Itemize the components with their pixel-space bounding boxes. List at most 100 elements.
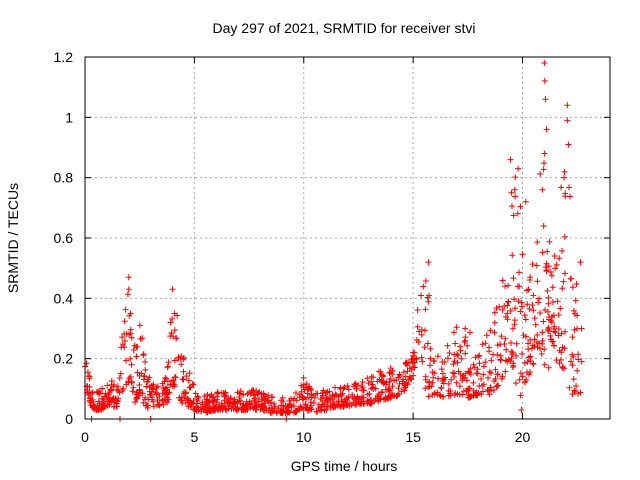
data-point <box>330 404 337 411</box>
data-point <box>510 212 517 219</box>
data-point <box>247 401 254 408</box>
data-point <box>494 351 501 358</box>
data-point <box>180 356 187 363</box>
data-point <box>561 365 568 372</box>
data-point <box>126 312 133 319</box>
data-point <box>278 402 285 409</box>
data-point <box>429 369 436 376</box>
data-point <box>421 344 428 351</box>
data-point <box>509 364 516 371</box>
data-point <box>201 406 208 413</box>
data-point <box>486 391 493 398</box>
data-point <box>370 374 377 381</box>
data-point <box>190 381 197 388</box>
data-point <box>505 356 512 363</box>
data-point <box>164 399 171 406</box>
data-point <box>487 369 494 376</box>
data-point <box>139 335 146 342</box>
data-point <box>476 360 483 367</box>
data-point <box>566 384 573 391</box>
data-point <box>293 408 300 415</box>
data-point <box>578 325 585 332</box>
data-point <box>193 403 200 410</box>
data-point <box>425 298 432 305</box>
data-point <box>508 355 515 362</box>
data-point <box>335 398 342 405</box>
data-point <box>104 382 111 389</box>
data-point <box>467 371 474 378</box>
data-point <box>84 389 91 396</box>
data-point <box>121 318 128 325</box>
data-point <box>142 366 149 373</box>
data-point <box>360 398 367 405</box>
data-point <box>322 397 329 404</box>
data-point <box>140 399 147 406</box>
data-point <box>222 405 229 412</box>
data-point <box>154 401 161 408</box>
data-point <box>539 249 546 256</box>
data-point <box>171 373 178 380</box>
data-point <box>444 355 451 362</box>
data-point <box>572 297 579 304</box>
data-point <box>482 359 489 366</box>
data-point <box>451 351 458 358</box>
data-point <box>105 391 112 398</box>
data-point <box>354 398 361 405</box>
data-point <box>567 358 574 365</box>
data-point <box>517 308 524 315</box>
data-point <box>245 389 252 396</box>
data-point <box>426 378 433 385</box>
data-point <box>310 400 317 407</box>
data-point <box>142 358 149 365</box>
data-point <box>486 344 493 351</box>
data-point <box>457 343 464 350</box>
data-point <box>240 391 247 398</box>
data-point <box>98 406 105 413</box>
data-point <box>512 193 519 200</box>
data-point <box>564 102 571 109</box>
data-point <box>541 150 548 157</box>
data-point <box>84 369 91 376</box>
data-point <box>414 306 421 313</box>
data-point <box>153 391 160 398</box>
data-point <box>516 376 523 383</box>
data-point <box>127 373 134 380</box>
data-point <box>165 359 172 366</box>
data-point <box>169 377 176 384</box>
data-point <box>556 255 563 262</box>
data-point <box>505 282 512 289</box>
data-point <box>293 397 300 404</box>
data-point <box>488 387 495 394</box>
data-point <box>565 141 572 148</box>
data-point <box>530 307 537 314</box>
data-point <box>318 407 325 414</box>
data-point <box>360 387 367 394</box>
data-point <box>450 361 457 368</box>
data-point <box>540 222 547 229</box>
data-point <box>125 378 132 385</box>
data-point <box>569 334 576 341</box>
data-point <box>549 338 556 345</box>
data-point <box>150 381 157 388</box>
data-point <box>507 307 514 314</box>
data-point <box>509 325 516 332</box>
data-point <box>525 346 532 353</box>
data-point <box>577 259 584 266</box>
data-point <box>502 313 509 320</box>
x-tick-label: 20 <box>515 429 531 445</box>
data-point <box>434 375 441 382</box>
data-point <box>478 375 485 382</box>
data-point <box>133 389 140 396</box>
data-point <box>464 342 471 349</box>
data-point <box>217 406 224 413</box>
data-point <box>299 396 306 403</box>
data-point <box>543 268 550 275</box>
data-point <box>150 403 157 410</box>
data-point <box>514 210 521 217</box>
data-point <box>405 376 412 383</box>
data-point <box>532 321 539 328</box>
data-point <box>300 374 307 381</box>
data-point <box>454 390 461 397</box>
data-point <box>298 382 305 389</box>
data-point <box>400 369 407 376</box>
